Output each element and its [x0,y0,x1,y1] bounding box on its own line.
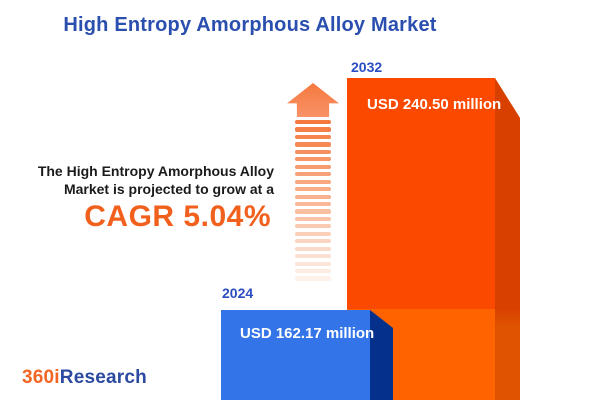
arrow-stripe [295,261,331,266]
arrow-stripe [295,157,331,162]
brand-logo: 360iResearch [22,367,147,389]
arrow-stripe [295,201,331,207]
arrow-stripe [295,134,331,140]
arrow-stripe [295,120,331,125]
logo-360i: 360i [22,367,60,388]
arrow-stripe [295,127,331,132]
cagr-value: CAGR 5.04% [84,200,271,233]
growth-arrow-icon [287,83,339,117]
arrow-stripe [295,254,331,259]
arrow-stripe [295,276,331,281]
page-title: High Entropy Amorphous Alloy Market [63,14,437,36]
bar-2032-value-label: USD 240.50 million [367,96,502,113]
bar-2024 [221,310,370,400]
annotation-line-2: Market is projected to grow at a [63,180,274,197]
arrow-stripe [295,187,331,192]
arrow-stripe [295,149,331,154]
growth-arrow-shaft [295,120,331,286]
arrow-stripe [295,269,331,274]
arrow-stripe [295,179,331,184]
arrow-stripe [295,209,331,214]
bar-2024-value-label: USD 162.17 million [240,325,375,342]
arrow-stripe [295,246,331,251]
bar-2032-year-label: 2032 [351,59,383,75]
arrow-stripe [295,194,331,199]
growth-annotation: The High Entropy Amorphous Alloy Market … [0,163,274,198]
arrow-stripe [295,239,331,244]
bar-2032-side-face [495,78,520,400]
annotation-line-1: The High Entropy Amorphous Alloy [37,163,274,179]
arrow-stripe [295,142,331,147]
arrow-stripe [295,164,331,169]
arrow-stripe [295,216,331,222]
arrow-stripe [295,172,331,177]
bar-2024-side-face [370,310,393,400]
arrow-stripe [295,224,331,229]
arrow-stripe [295,231,331,236]
logo-research: Research [59,367,147,388]
bar-2024-year-label: 2024 [222,285,254,301]
